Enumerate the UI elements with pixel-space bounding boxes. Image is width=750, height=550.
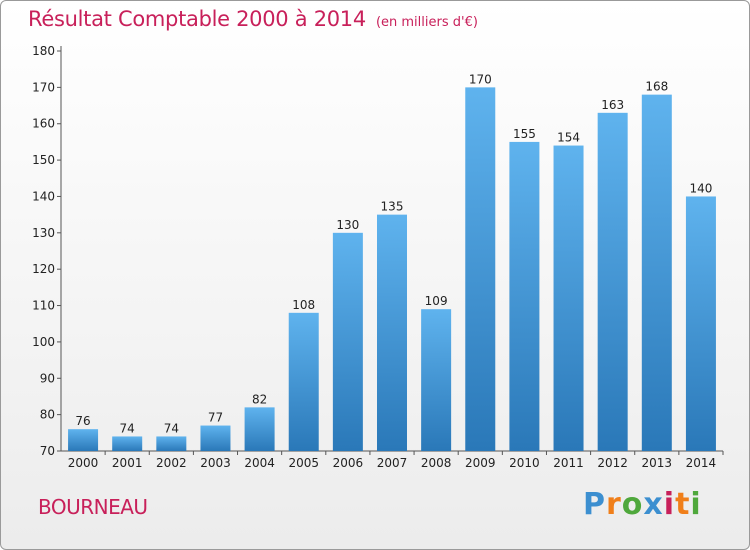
data-label-2009: 170: [469, 72, 492, 86]
y-tick-label: 150: [32, 153, 55, 167]
x-axis: 2000 2001 2002 2003 2004 2005 2006 2007 2008 2009…: [61, 450, 724, 470]
data-labels: 76 74 74 77 82 108 130 135 109 170 155 154 163 168 140: [75, 72, 712, 435]
y-tick-label: 80: [40, 408, 55, 422]
x-tick-label-2009: 2009: [465, 456, 496, 470]
x-tick-label-2003: 2003: [200, 456, 231, 470]
data-label-2000: 76: [75, 414, 90, 428]
x-tick-label-2001: 2001: [112, 456, 143, 470]
x-tick-label-2007: 2007: [377, 456, 408, 470]
bar-2013: [641, 94, 672, 452]
x-tick-label-2006: 2006: [333, 456, 364, 470]
logo-letter: i: [690, 487, 702, 522]
data-label-2006: 130: [336, 218, 359, 232]
bar-2003: [200, 425, 231, 451]
bar-2004: [244, 407, 275, 451]
chart-subtitle: (en milliers d'€): [375, 15, 478, 30]
data-label-2010: 155: [513, 127, 536, 141]
bar-2006: [332, 232, 363, 451]
y-tick-label: 70: [40, 444, 55, 458]
data-label-2003: 77: [208, 411, 223, 425]
bar-2009: [465, 87, 496, 451]
data-label-2013: 168: [645, 80, 668, 94]
bar-2010: [509, 141, 540, 451]
x-tick-label-2011: 2011: [553, 456, 584, 470]
bars: [68, 87, 716, 452]
data-label-2001: 74: [120, 421, 135, 435]
data-label-2002: 74: [164, 421, 179, 435]
data-label-2012: 163: [601, 98, 624, 112]
logo-letter: i: [663, 487, 676, 522]
bar-2005: [288, 312, 319, 451]
x-tick-label-2012: 2012: [597, 456, 628, 470]
y-tick-label: 180: [32, 44, 55, 58]
chart-title-text: Résultat Comptable 2000 à 2014: [28, 7, 366, 31]
data-label-2014: 140: [689, 181, 712, 195]
commune-name: BOURNEAU: [38, 495, 148, 519]
y-axis: 70 80 90 100 110 120 130 140 150 160 170 180: [32, 44, 62, 458]
proxiti-logo[interactable]: Proxiti: [583, 487, 702, 522]
data-label-2007: 135: [381, 200, 404, 214]
x-tick-label-2002: 2002: [156, 456, 187, 470]
logo-letter: t: [675, 487, 691, 522]
y-tick-label: 90: [40, 371, 55, 385]
bar-2008: [421, 309, 452, 451]
bar-2012: [597, 112, 628, 452]
logo-letter: o: [621, 487, 644, 522]
bar-2001: [112, 436, 143, 451]
bar-2002: [156, 436, 187, 451]
y-tick-label: 100: [32, 335, 55, 349]
x-tick-label-2005: 2005: [288, 456, 319, 470]
data-label-2008: 109: [425, 294, 448, 308]
x-tick-label-2008: 2008: [421, 456, 452, 470]
chart-title: Résultat Comptable 2000 à 2014 (en millie…: [28, 7, 478, 31]
data-label-2005: 108: [292, 298, 315, 312]
x-tick-label-2014: 2014: [686, 456, 717, 470]
logo-letter: x: [643, 487, 664, 522]
x-tick-label-2000: 2000: [68, 456, 99, 470]
data-label-2004: 82: [252, 392, 267, 406]
data-label-2011: 154: [557, 131, 580, 145]
x-tick-label-2013: 2013: [642, 456, 673, 470]
y-tick-label: 140: [32, 189, 55, 203]
y-tick-label: 110: [32, 299, 55, 313]
bar-2007: [377, 214, 407, 451]
logo-letter: r: [606, 487, 622, 522]
bar-2011: [553, 145, 584, 451]
x-tick-label-2010: 2010: [509, 456, 540, 470]
y-tick-label: 160: [32, 117, 55, 131]
bar-2000: [68, 429, 99, 451]
y-tick-label: 170: [32, 80, 55, 94]
y-tick-label: 130: [32, 226, 55, 240]
y-tick-label: 120: [32, 262, 55, 276]
logo-letter: P: [583, 487, 606, 522]
x-tick-label-2004: 2004: [244, 456, 275, 470]
bar-2014: [685, 196, 716, 451]
